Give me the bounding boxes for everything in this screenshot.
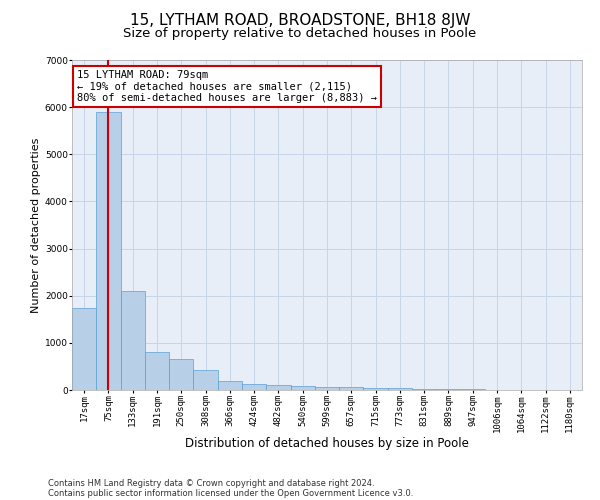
Bar (315, 387, 339, 390)
Bar (388, 388, 412, 390)
Text: Size of property relative to detached houses in Poole: Size of property relative to detached ho… (124, 28, 476, 40)
Bar (145, 352, 169, 390)
Text: Contains HM Land Registry data © Crown copyright and database right 2024.: Contains HM Land Registry data © Crown c… (48, 478, 374, 488)
Text: 15, LYTHAM ROAD, BROADSTONE, BH18 8JW: 15, LYTHAM ROAD, BROADSTONE, BH18 8JW (130, 12, 470, 28)
Bar (266, 386, 290, 390)
Bar (193, 370, 218, 390)
Bar (412, 388, 436, 390)
Bar (339, 387, 364, 390)
Bar (96, 112, 121, 390)
Bar (218, 380, 242, 390)
Y-axis label: Number of detached properties: Number of detached properties (31, 138, 41, 312)
Text: Contains public sector information licensed under the Open Government Licence v3: Contains public sector information licen… (48, 488, 413, 498)
Bar (290, 386, 315, 390)
Bar (169, 360, 193, 390)
Bar (436, 389, 461, 390)
Bar (72, 308, 96, 390)
Bar (242, 384, 266, 390)
Bar (364, 388, 388, 390)
X-axis label: Distribution of detached houses by size in Poole: Distribution of detached houses by size … (185, 438, 469, 450)
Text: 15 LYTHAM ROAD: 79sqm
← 19% of detached houses are smaller (2,115)
80% of semi-d: 15 LYTHAM ROAD: 79sqm ← 19% of detached … (77, 70, 377, 103)
Bar (121, 291, 145, 390)
